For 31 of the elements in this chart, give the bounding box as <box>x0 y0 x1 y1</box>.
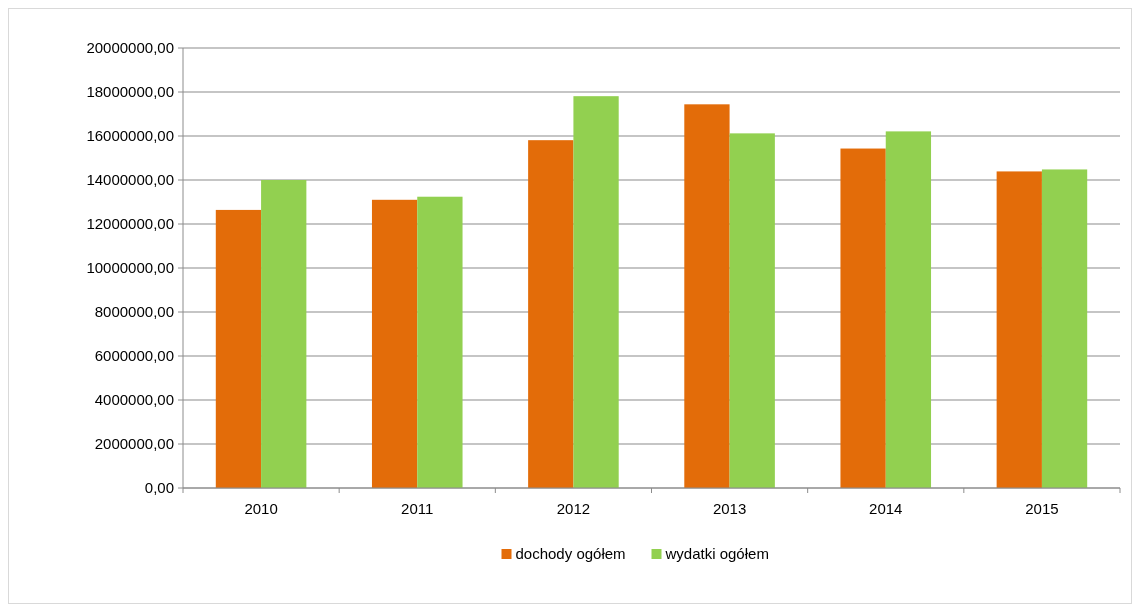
bar <box>573 96 619 488</box>
bar <box>840 148 886 488</box>
y-tick-label: 18000000,00 <box>86 83 174 101</box>
bar <box>215 209 262 488</box>
bar <box>261 180 307 488</box>
x-tick-label: 2010 <box>244 500 278 517</box>
y-tick-label: 16000000,00 <box>86 127 174 145</box>
x-tick-label: 2015 <box>1025 500 1059 517</box>
x-tick-label: 2014 <box>869 500 903 517</box>
bar <box>684 104 730 488</box>
legend-label: dochody ogółem <box>515 545 626 563</box>
y-tick-label: 14000000,00 <box>86 171 174 189</box>
y-tick-label: 10000000,00 <box>86 259 174 277</box>
bar <box>885 131 932 488</box>
x-tick-label: 2011 <box>401 500 434 517</box>
y-tick-label: 0,00 <box>144 479 174 497</box>
bar <box>996 171 1042 488</box>
y-tick-label: 4000000,00 <box>94 391 174 409</box>
bar <box>417 196 463 488</box>
y-tick-label: 8000000,00 <box>94 303 174 321</box>
bar <box>528 140 574 488</box>
y-tick-label: 6000000,00 <box>94 347 174 365</box>
bar <box>729 133 775 488</box>
bar <box>371 199 418 488</box>
x-tick-label: 2012 <box>556 500 591 517</box>
y-tick-label: 2000000,00 <box>94 435 174 453</box>
y-tick-label: 12000000,00 <box>86 215 174 233</box>
x-tick-label: 2013 <box>712 500 747 517</box>
bar <box>1041 169 1088 488</box>
y-tick-label: 20000000,00 <box>86 39 174 57</box>
legend-label: wydatki ogółem <box>664 545 769 563</box>
